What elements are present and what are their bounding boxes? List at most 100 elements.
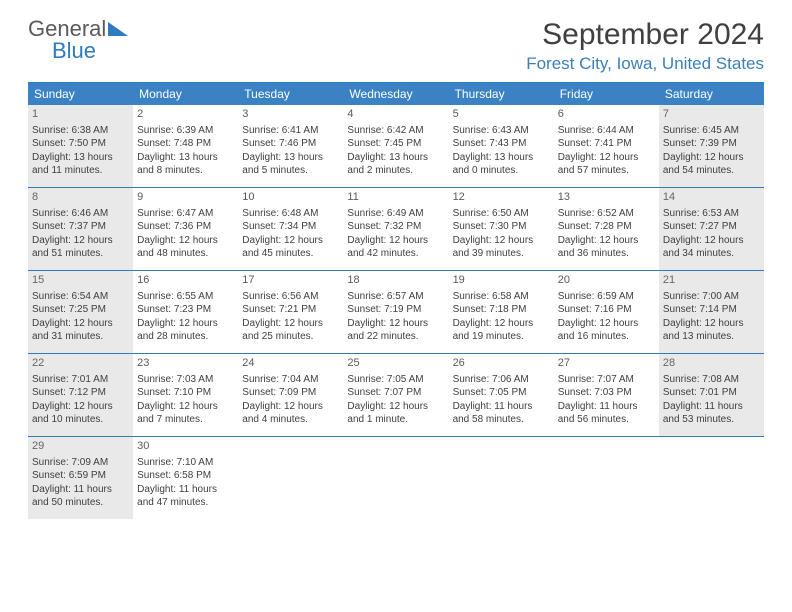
day-number: 7 — [663, 107, 760, 122]
daylight-text: Daylight: 13 hours and 11 minutes. — [32, 151, 129, 178]
sunrise-text: Sunrise: 6:38 AM — [32, 124, 129, 138]
day-number: 19 — [453, 273, 550, 288]
sunrise-text: Sunrise: 6:44 AM — [558, 124, 655, 138]
calendar-day-cell: 23Sunrise: 7:03 AMSunset: 7:10 PMDayligh… — [133, 354, 238, 436]
day-number: 10 — [242, 190, 339, 205]
sunset-text: Sunset: 7:09 PM — [242, 386, 339, 400]
calendar-day-cell: 12Sunrise: 6:50 AMSunset: 7:30 PMDayligh… — [449, 188, 554, 270]
calendar-body: 1Sunrise: 6:38 AMSunset: 7:50 PMDaylight… — [28, 105, 764, 519]
calendar-day-cell: 9Sunrise: 6:47 AMSunset: 7:36 PMDaylight… — [133, 188, 238, 270]
sunrise-text: Sunrise: 7:10 AM — [137, 456, 234, 470]
day-number: 20 — [558, 273, 655, 288]
calendar-day-cell: 27Sunrise: 7:07 AMSunset: 7:03 PMDayligh… — [554, 354, 659, 436]
calendar-day-cell: 15Sunrise: 6:54 AMSunset: 7:25 PMDayligh… — [28, 271, 133, 353]
calendar-day-cell: 1Sunrise: 6:38 AMSunset: 7:50 PMDaylight… — [28, 105, 133, 187]
sunrise-text: Sunrise: 7:07 AM — [558, 373, 655, 387]
daylight-text: Daylight: 13 hours and 8 minutes. — [137, 151, 234, 178]
sunset-text: Sunset: 7:16 PM — [558, 303, 655, 317]
day-number: 13 — [558, 190, 655, 205]
day-number: 6 — [558, 107, 655, 122]
sunset-text: Sunset: 7:03 PM — [558, 386, 655, 400]
day-number: 4 — [347, 107, 444, 122]
day-number: 25 — [347, 356, 444, 371]
calendar-day-cell: 11Sunrise: 6:49 AMSunset: 7:32 PMDayligh… — [343, 188, 448, 270]
sunset-text: Sunset: 7:43 PM — [453, 137, 550, 151]
calendar-week-row: 1Sunrise: 6:38 AMSunset: 7:50 PMDaylight… — [28, 105, 764, 188]
day-number: 22 — [32, 356, 129, 371]
logo-triangle-icon — [108, 18, 128, 40]
day-number: 1 — [32, 107, 129, 122]
header: General Blue September 2024 Forest City,… — [28, 18, 764, 74]
calendar-day-cell: 3Sunrise: 6:41 AMSunset: 7:46 PMDaylight… — [238, 105, 343, 187]
day-header-cell: Tuesday — [238, 83, 343, 105]
calendar-day-cell: 10Sunrise: 6:48 AMSunset: 7:34 PMDayligh… — [238, 188, 343, 270]
sunset-text: Sunset: 7:30 PM — [453, 220, 550, 234]
sunset-text: Sunset: 7:25 PM — [32, 303, 129, 317]
day-header-cell: Friday — [554, 83, 659, 105]
sunrise-text: Sunrise: 6:48 AM — [242, 207, 339, 221]
calendar-day-cell: 6Sunrise: 6:44 AMSunset: 7:41 PMDaylight… — [554, 105, 659, 187]
daylight-text: Daylight: 12 hours and 16 minutes. — [558, 317, 655, 344]
sunrise-text: Sunrise: 6:56 AM — [242, 290, 339, 304]
sunrise-text: Sunrise: 7:09 AM — [32, 456, 129, 470]
title-block: September 2024 Forest City, Iowa, United… — [526, 18, 764, 74]
calendar-empty-cell — [449, 437, 554, 519]
calendar-empty-cell — [659, 437, 764, 519]
sunrise-text: Sunrise: 6:43 AM — [453, 124, 550, 138]
sunset-text: Sunset: 6:59 PM — [32, 469, 129, 483]
daylight-text: Daylight: 11 hours and 47 minutes. — [137, 483, 234, 510]
sunset-text: Sunset: 7:10 PM — [137, 386, 234, 400]
sunrise-text: Sunrise: 6:41 AM — [242, 124, 339, 138]
sunrise-text: Sunrise: 7:03 AM — [137, 373, 234, 387]
sunset-text: Sunset: 7:28 PM — [558, 220, 655, 234]
sunset-text: Sunset: 7:46 PM — [242, 137, 339, 151]
daylight-text: Daylight: 13 hours and 2 minutes. — [347, 151, 444, 178]
calendar-week-row: 22Sunrise: 7:01 AMSunset: 7:12 PMDayligh… — [28, 354, 764, 437]
daylight-text: Daylight: 12 hours and 25 minutes. — [242, 317, 339, 344]
sunrise-text: Sunrise: 6:46 AM — [32, 207, 129, 221]
day-header-cell: Monday — [133, 83, 238, 105]
daylight-text: Daylight: 12 hours and 51 minutes. — [32, 234, 129, 261]
calendar-day-cell: 30Sunrise: 7:10 AMSunset: 6:58 PMDayligh… — [133, 437, 238, 519]
sunrise-text: Sunrise: 6:57 AM — [347, 290, 444, 304]
day-header-cell: Thursday — [449, 83, 554, 105]
sunrise-text: Sunrise: 7:06 AM — [453, 373, 550, 387]
logo-text-blue: Blue — [52, 40, 128, 62]
daylight-text: Daylight: 12 hours and 34 minutes. — [663, 234, 760, 261]
daylight-text: Daylight: 11 hours and 58 minutes. — [453, 400, 550, 427]
sunset-text: Sunset: 7:41 PM — [558, 137, 655, 151]
day-header-cell: Sunday — [28, 83, 133, 105]
daylight-text: Daylight: 12 hours and 36 minutes. — [558, 234, 655, 261]
daylight-text: Daylight: 12 hours and 10 minutes. — [32, 400, 129, 427]
sunset-text: Sunset: 7:19 PM — [347, 303, 444, 317]
daylight-text: Daylight: 12 hours and 28 minutes. — [137, 317, 234, 344]
daylight-text: Daylight: 12 hours and 13 minutes. — [663, 317, 760, 344]
sunset-text: Sunset: 7:05 PM — [453, 386, 550, 400]
calendar-day-cell: 2Sunrise: 6:39 AMSunset: 7:48 PMDaylight… — [133, 105, 238, 187]
day-number: 2 — [137, 107, 234, 122]
sunset-text: Sunset: 7:27 PM — [663, 220, 760, 234]
day-number: 14 — [663, 190, 760, 205]
daylight-text: Daylight: 12 hours and 19 minutes. — [453, 317, 550, 344]
calendar-week-row: 15Sunrise: 6:54 AMSunset: 7:25 PMDayligh… — [28, 271, 764, 354]
sunset-text: Sunset: 7:37 PM — [32, 220, 129, 234]
daylight-text: Daylight: 12 hours and 54 minutes. — [663, 151, 760, 178]
sunset-text: Sunset: 7:45 PM — [347, 137, 444, 151]
calendar-day-cell: 17Sunrise: 6:56 AMSunset: 7:21 PMDayligh… — [238, 271, 343, 353]
sunset-text: Sunset: 7:14 PM — [663, 303, 760, 317]
logo: General Blue — [28, 18, 128, 62]
calendar-day-cell: 21Sunrise: 7:00 AMSunset: 7:14 PMDayligh… — [659, 271, 764, 353]
location-subtitle: Forest City, Iowa, United States — [526, 54, 764, 74]
sunrise-text: Sunrise: 6:58 AM — [453, 290, 550, 304]
calendar-day-cell: 22Sunrise: 7:01 AMSunset: 7:12 PMDayligh… — [28, 354, 133, 436]
sunrise-text: Sunrise: 6:59 AM — [558, 290, 655, 304]
sunrise-text: Sunrise: 6:50 AM — [453, 207, 550, 221]
daylight-text: Daylight: 11 hours and 50 minutes. — [32, 483, 129, 510]
daylight-text: Daylight: 11 hours and 53 minutes. — [663, 400, 760, 427]
sunset-text: Sunset: 7:07 PM — [347, 386, 444, 400]
calendar-day-cell: 13Sunrise: 6:52 AMSunset: 7:28 PMDayligh… — [554, 188, 659, 270]
daylight-text: Daylight: 12 hours and 39 minutes. — [453, 234, 550, 261]
day-number: 27 — [558, 356, 655, 371]
day-number: 16 — [137, 273, 234, 288]
calendar-empty-cell — [343, 437, 448, 519]
